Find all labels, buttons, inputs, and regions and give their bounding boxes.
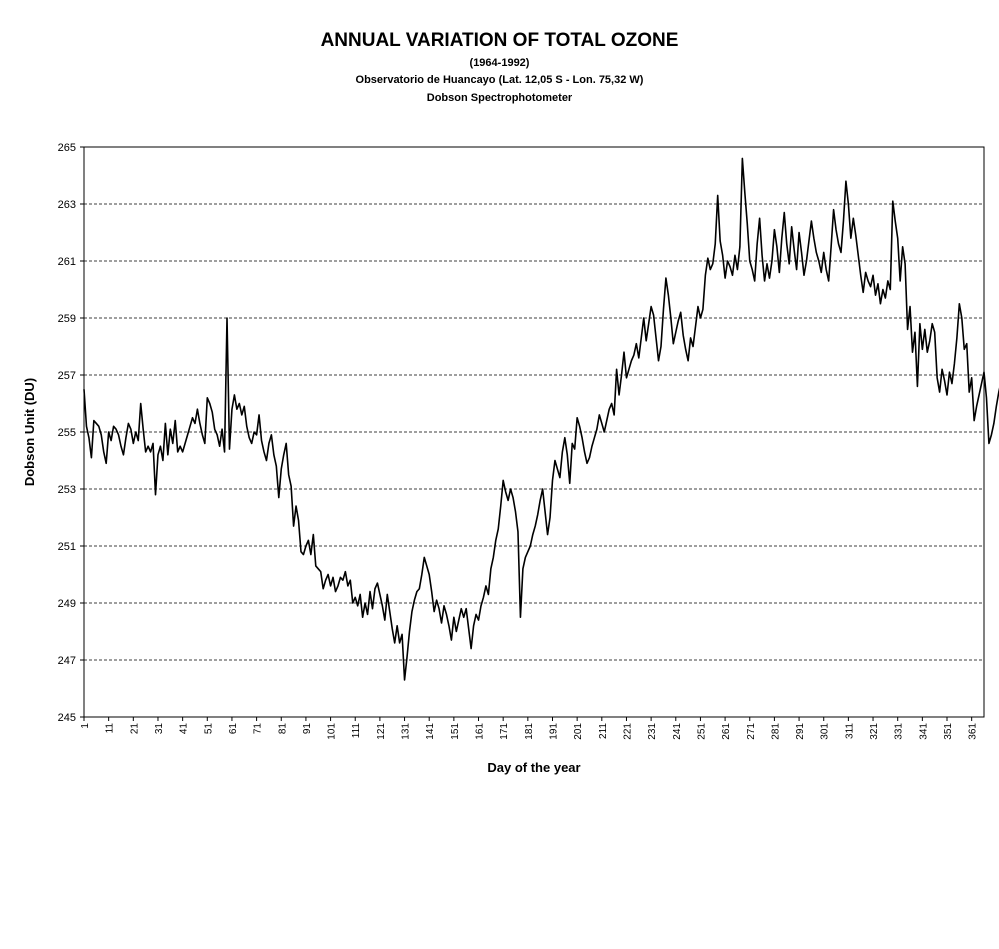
x-tick-label: 261 bbox=[721, 723, 732, 740]
x-tick-label: 231 bbox=[647, 723, 658, 740]
series-line-ozone bbox=[83, 157, 999, 681]
x-tick-label: 111 bbox=[351, 723, 362, 739]
x-tick-label: 171 bbox=[499, 723, 510, 740]
x-tick-label: 41 bbox=[179, 723, 190, 735]
x-tick-label: 131 bbox=[401, 723, 412, 740]
x-tick-label: 321 bbox=[869, 723, 880, 740]
y-axis-ticks: 245 247 249 251 253 255 257 259 261 263 265 bbox=[58, 142, 84, 724]
y-tick-label: 265 bbox=[58, 142, 76, 154]
x-tick-label: 1 bbox=[80, 723, 91, 729]
x-tick-label: 221 bbox=[622, 723, 633, 740]
x-tick-label: 241 bbox=[672, 723, 683, 740]
x-tick-label: 351 bbox=[943, 723, 954, 740]
chart-subtitle-period: (1964-1992) bbox=[469, 57, 530, 69]
x-tick-label: 251 bbox=[696, 723, 707, 740]
y-tick-label: 263 bbox=[58, 199, 76, 211]
chart-title: ANNUAL VARIATION OF TOTAL OZONE bbox=[320, 30, 679, 51]
x-tick-label: 71 bbox=[253, 723, 264, 735]
x-tick-label: 161 bbox=[475, 723, 486, 740]
x-tick-label: 271 bbox=[746, 723, 757, 740]
x-axis-label: Day of the year bbox=[487, 760, 580, 775]
x-tick-label: 211 bbox=[598, 723, 609, 739]
y-tick-label: 251 bbox=[58, 541, 76, 553]
x-tick-label: 121 bbox=[376, 723, 387, 740]
x-tick-label: 11 bbox=[105, 723, 116, 734]
x-tick-label: 61 bbox=[228, 723, 239, 735]
x-tick-label: 181 bbox=[524, 723, 535, 740]
y-tick-label: 259 bbox=[58, 313, 76, 325]
x-tick-label: 191 bbox=[548, 723, 559, 740]
x-tick-label: 281 bbox=[770, 723, 781, 740]
x-tick-label: 141 bbox=[425, 723, 436, 740]
x-tick-label: 101 bbox=[327, 723, 338, 740]
x-tick-label: 21 bbox=[129, 723, 140, 735]
y-tick-label: 261 bbox=[58, 256, 76, 268]
grid-lines bbox=[84, 203, 984, 661]
x-tick-label: 331 bbox=[894, 723, 905, 740]
y-tick-label: 255 bbox=[58, 427, 76, 439]
x-tick-label: 91 bbox=[302, 723, 313, 735]
y-tick-label: 247 bbox=[58, 655, 76, 667]
x-tick-label: 151 bbox=[450, 723, 461, 740]
y-tick-label: 245 bbox=[58, 712, 76, 724]
x-tick-label: 31 bbox=[154, 723, 165, 735]
x-tick-label: 291 bbox=[795, 723, 806, 740]
chart-subtitle-instrument: Dobson Spectrophotometer bbox=[426, 92, 573, 104]
x-tick-label: 341 bbox=[918, 723, 929, 740]
y-axis-label: Dobson Unit (DU) bbox=[22, 378, 37, 486]
x-tick-label: 201 bbox=[573, 723, 584, 740]
x-axis-ticks: 1 11 21 31 41 51 61 71 81 91 101 111 121 131 141 151 161… bbox=[80, 717, 979, 740]
x-tick-label: 301 bbox=[820, 723, 831, 740]
y-tick-label: 253 bbox=[58, 484, 76, 496]
x-tick-label: 51 bbox=[203, 723, 214, 735]
x-tick-label: 361 bbox=[968, 723, 979, 740]
chart-subtitle-station: Observatorio de Huancayo (Lat. 12,05 S -… bbox=[355, 74, 644, 86]
x-tick-label: 81 bbox=[277, 723, 288, 735]
x-tick-label: 311 bbox=[844, 723, 855, 739]
y-tick-label: 257 bbox=[58, 370, 76, 382]
y-tick-label: 249 bbox=[58, 598, 76, 610]
